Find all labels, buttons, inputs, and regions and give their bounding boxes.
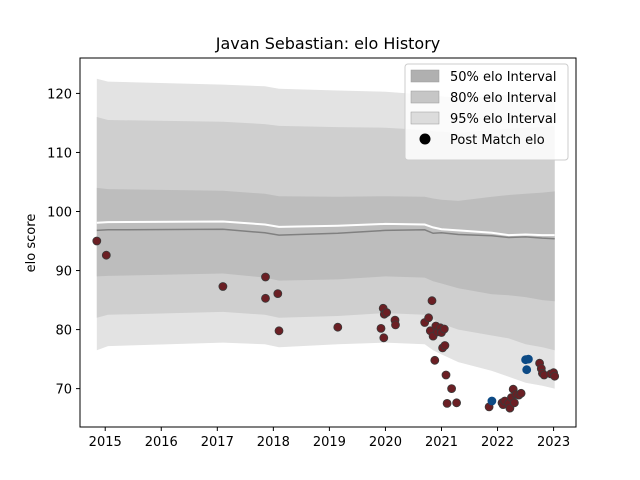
mean-line xyxy=(96,228,555,240)
y-tick-label: 120 xyxy=(47,87,72,102)
match-point xyxy=(439,324,449,334)
legend-label: 80% elo Interval xyxy=(450,91,557,106)
match-point xyxy=(273,289,283,299)
y-tick-label: 80 xyxy=(55,324,72,339)
y-tick-label: 70 xyxy=(55,383,72,398)
match-point xyxy=(333,322,343,332)
x-tick-label: 2020 xyxy=(369,435,402,450)
match-point xyxy=(441,370,451,380)
match-point xyxy=(442,398,452,408)
match-point xyxy=(440,341,450,350)
match-point xyxy=(379,333,389,343)
legend-label: Post Match elo xyxy=(450,133,545,148)
legend-label: 95% elo Interval xyxy=(450,112,557,127)
y-tick-label: 90 xyxy=(55,265,72,280)
legend-label: 50% elo Interval xyxy=(450,70,557,85)
match-point xyxy=(101,250,111,260)
match-point xyxy=(510,398,519,408)
match-point xyxy=(261,272,270,282)
legend-box xyxy=(404,63,569,161)
match-point xyxy=(424,313,434,323)
match-point-blue xyxy=(522,365,532,375)
match-point xyxy=(92,236,102,246)
legend-swatch xyxy=(410,69,440,83)
legend: 50% elo Interval 80% elo Interval 95% elo … xyxy=(404,63,569,161)
chart-title: Javan Sebastian: elo History xyxy=(215,34,441,53)
x-tick-label: 2021 xyxy=(425,435,458,450)
match-point xyxy=(452,398,462,408)
x-tick-label: 2022 xyxy=(481,435,514,450)
y-tick-label: 100 xyxy=(47,206,72,221)
match-point xyxy=(427,296,437,306)
x-tick-label: 2017 xyxy=(201,435,234,450)
match-point xyxy=(218,282,228,291)
match-point-blue xyxy=(487,396,497,406)
match-point xyxy=(430,355,440,365)
match-point-blue xyxy=(524,354,533,364)
match-point xyxy=(382,308,392,317)
legend-marker xyxy=(419,133,431,145)
axes: 2015 2016 2017 2018 2019 2020 2021 2022 2023 70 80… xyxy=(47,57,577,450)
legend-swatch xyxy=(410,111,440,125)
plot-frame xyxy=(79,57,577,428)
rating-line xyxy=(96,220,555,237)
x-tick-label: 2023 xyxy=(537,435,570,450)
y-tick-label: 110 xyxy=(47,146,72,161)
x-tick-label: 2016 xyxy=(145,435,178,450)
band-50-interval xyxy=(96,187,555,302)
match-point xyxy=(261,293,270,303)
match-point xyxy=(274,326,284,336)
match-point xyxy=(376,323,386,333)
x-tick-label: 2018 xyxy=(257,435,290,450)
match-point xyxy=(447,384,457,394)
x-tick-label: 2015 xyxy=(89,435,122,450)
x-tick-label: 2019 xyxy=(313,435,346,450)
legend-swatch xyxy=(410,90,440,104)
match-point xyxy=(391,320,400,330)
y-axis-label: elo score xyxy=(24,214,39,273)
match-point xyxy=(550,371,560,381)
match-point xyxy=(516,388,526,398)
